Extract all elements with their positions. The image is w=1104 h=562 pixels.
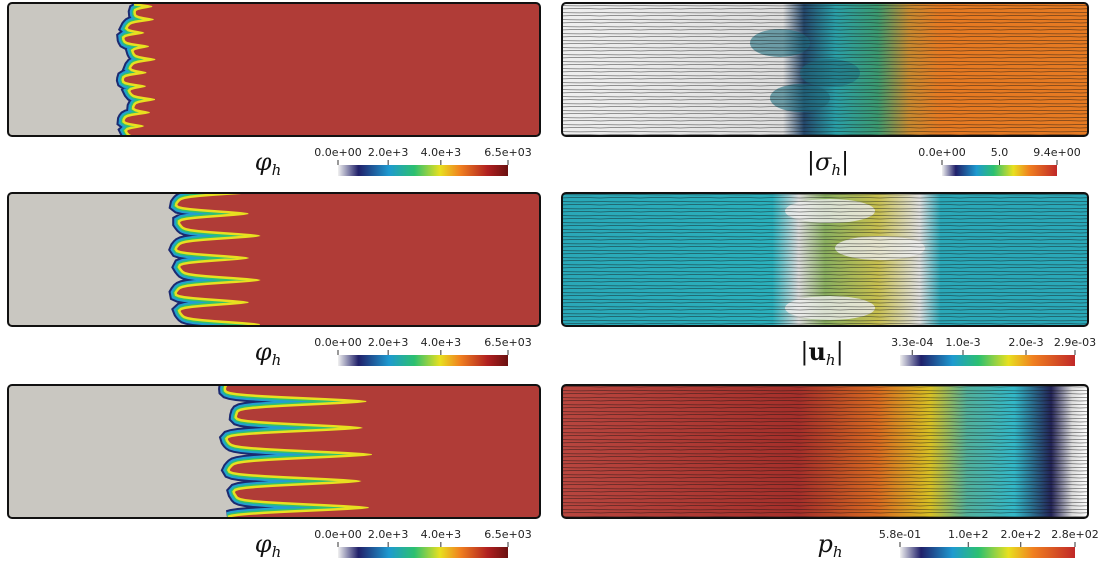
- field-label: φh: [255, 530, 281, 561]
- colorbar-tick-label: 0.0e+00: [314, 336, 361, 349]
- label-part: |: [807, 148, 815, 177]
- field-label: |σh|: [807, 148, 849, 179]
- field-image: [562, 385, 1088, 518]
- colorbar-tick-label: 0.0e+00: [314, 528, 361, 541]
- label-part: h: [831, 161, 841, 179]
- field-label: ph: [817, 530, 842, 561]
- label-part: σ: [815, 148, 832, 176]
- colorbar-tick-label: 1.0e-3: [945, 336, 980, 349]
- colorbar: [338, 165, 508, 176]
- colorbar: [338, 547, 508, 558]
- label-part: φ: [255, 148, 272, 176]
- label-part: φ: [255, 338, 272, 366]
- streamlines: [562, 3, 1088, 136]
- label-part: p: [817, 530, 832, 558]
- colorbar-tick-label: 2.0e+3: [368, 336, 408, 349]
- field-label: φh: [255, 338, 281, 369]
- colorbar: [942, 165, 1057, 176]
- colorbar-tick-label: 2.0e+2: [1001, 528, 1041, 541]
- colorbar: [900, 355, 1075, 366]
- colorbar: [338, 355, 508, 366]
- colorbar-tick-label: 4.0e+3: [421, 146, 461, 159]
- colorbar-tick-label: 2.0e-3: [1008, 336, 1043, 349]
- label-part: |: [836, 338, 844, 367]
- label-part: |: [800, 338, 808, 367]
- colorbar-tick-label: 4.0e+3: [421, 336, 461, 349]
- streamlines: [562, 385, 1088, 518]
- fluid-region: [124, 3, 540, 136]
- label-part: h: [826, 351, 836, 369]
- colorbar-tick-label: 9.4e+00: [1033, 146, 1080, 159]
- panel: ph 5.8e-01 1.0e+2 2.0e+2 2.8e+02: [562, 385, 1099, 561]
- colorbar-tick-label: 5.8e-01: [879, 528, 921, 541]
- panel: φh 0.0e+00 2.0e+3 4.0e+3 6.5e+03: [8, 3, 540, 179]
- field-image: [8, 193, 540, 326]
- colorbar-tick-label: 5.0: [991, 146, 1009, 159]
- label-part: h: [272, 351, 282, 369]
- label-part: φ: [255, 530, 272, 558]
- field-image: [562, 193, 1088, 326]
- field-image: [8, 385, 540, 518]
- colorbar: [900, 547, 1075, 558]
- field-image: [8, 3, 540, 136]
- colorbar-tick-label: 0.0e+00: [314, 146, 361, 159]
- colorbar-tick-label: 2.0e+3: [368, 146, 408, 159]
- colorbar-tick-label: 0.0e+00: [918, 146, 965, 159]
- label-part: |: [841, 148, 849, 177]
- colorbar-tick-label: 6.5e+03: [484, 528, 531, 541]
- colorbar-tick-label: 4.0e+3: [421, 528, 461, 541]
- colorbar-tick-label: 6.5e+03: [484, 336, 531, 349]
- field-label: φh: [255, 148, 281, 179]
- colorbar-tick-label: 2.0e+3: [368, 528, 408, 541]
- colorbar-tick-label: 3.3e-04: [891, 336, 933, 349]
- colorbar-tick-label: 2.8e+02: [1051, 528, 1098, 541]
- panel: φh 0.0e+00 2.0e+3 4.0e+3 6.5e+03: [8, 385, 540, 561]
- colorbar-tick-label: 1.0e+2: [948, 528, 988, 541]
- label-part: h: [272, 161, 282, 179]
- page: φh0.0e+002.0e+34.0e+36.5e+03|σh|0.0e+005…: [0, 0, 1104, 562]
- field-image: [562, 3, 1088, 136]
- figure: φh0.0e+002.0e+34.0e+36.5e+03|σh|0.0e+005…: [0, 0, 1104, 562]
- colorbar-tick-label: 2.9e-03: [1054, 336, 1096, 349]
- panel: φh 0.0e+00 2.0e+3 4.0e+3 6.5e+03: [8, 193, 540, 369]
- label-part: u: [808, 337, 825, 366]
- label-part: h: [833, 543, 843, 561]
- label-part: h: [272, 543, 282, 561]
- streamlines: [562, 193, 1088, 326]
- field-label: |uh|: [800, 337, 843, 369]
- colorbar-tick-label: 6.5e+03: [484, 146, 531, 159]
